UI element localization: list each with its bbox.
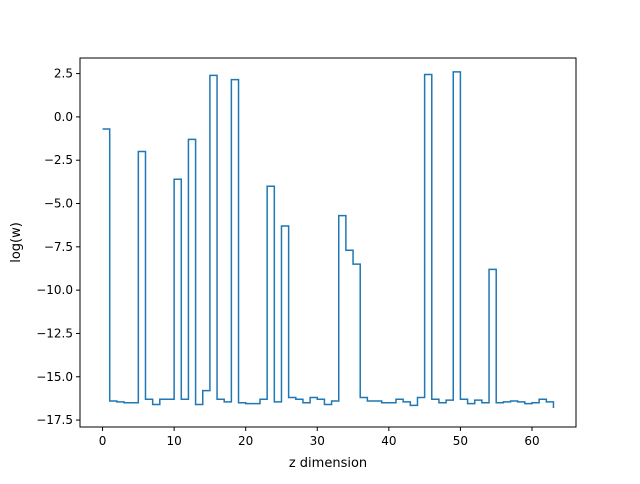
y-axis-label: log(w) <box>9 222 24 263</box>
y-tick-label: 0.0 <box>54 110 73 124</box>
x-tick-label: 50 <box>453 434 468 448</box>
series-line-0 <box>102 71 555 408</box>
y-tick-label: −15.0 <box>36 370 73 384</box>
y-tick-label: −17.5 <box>36 413 73 427</box>
y-tick-label: −10.0 <box>36 283 73 297</box>
y-tick-label: −2.5 <box>44 153 73 167</box>
x-tick-label: 0 <box>99 434 107 448</box>
x-tick-label: 30 <box>310 434 325 448</box>
x-tick-label: 20 <box>238 434 253 448</box>
y-tick-label: −12.5 <box>36 326 73 340</box>
x-axis-ticks: 0 10 20 30 40 50 60 <box>99 427 540 448</box>
y-axis-ticks: 2.5 0.0 −2.5 −5.0 −7.5 −10.0 −12.5 −15.0 −17.5 <box>36 67 80 427</box>
plot-layer <box>102 71 555 408</box>
x-tick-label: 40 <box>381 434 396 448</box>
x-tick-label: 60 <box>524 434 539 448</box>
axes-frame <box>79 57 577 428</box>
x-axis-label: z dimension <box>289 456 367 471</box>
y-tick-label: −5.0 <box>44 197 73 211</box>
y-tick-label: 2.5 <box>54 67 73 81</box>
y-tick-label: −7.5 <box>44 240 73 254</box>
x-tick-label: 10 <box>166 434 181 448</box>
